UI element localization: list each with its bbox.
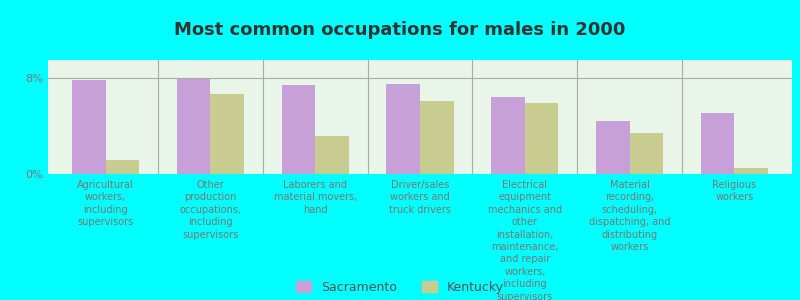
Text: Material
recording,
scheduling,
dispatching, and
distributing
workers: Material recording, scheduling, dispatch… — [589, 180, 670, 252]
Bar — [701, 113, 734, 174]
Text: Driver/sales
workers and
truck drivers: Driver/sales workers and truck drivers — [389, 180, 451, 215]
Bar — [630, 133, 663, 174]
Bar — [420, 101, 454, 174]
Legend: Sacramento, Kentucky: Sacramento, Kentucky — [296, 281, 504, 294]
Bar — [525, 103, 558, 174]
Bar — [596, 121, 630, 174]
Bar — [282, 85, 315, 174]
Text: Other
production
occupations,
including
supervisors: Other production occupations, including … — [179, 180, 242, 240]
Text: Agricultural
workers,
including
supervisors: Agricultural workers, including supervis… — [78, 180, 134, 227]
Bar — [386, 84, 420, 174]
Bar — [72, 80, 106, 174]
Text: Laborers and
material movers,
hand: Laborers and material movers, hand — [274, 180, 357, 215]
Bar — [106, 160, 139, 174]
Text: Most common occupations for males in 2000: Most common occupations for males in 200… — [174, 21, 626, 39]
Bar — [734, 168, 768, 174]
Bar — [177, 79, 210, 174]
Text: Electrical
equipment
mechanics and
other
installation,
maintenance,
and repair
w: Electrical equipment mechanics and other… — [488, 180, 562, 300]
Text: Religious
workers: Religious workers — [712, 180, 757, 203]
Bar — [210, 94, 244, 174]
Bar — [315, 136, 349, 174]
Bar — [491, 97, 525, 174]
